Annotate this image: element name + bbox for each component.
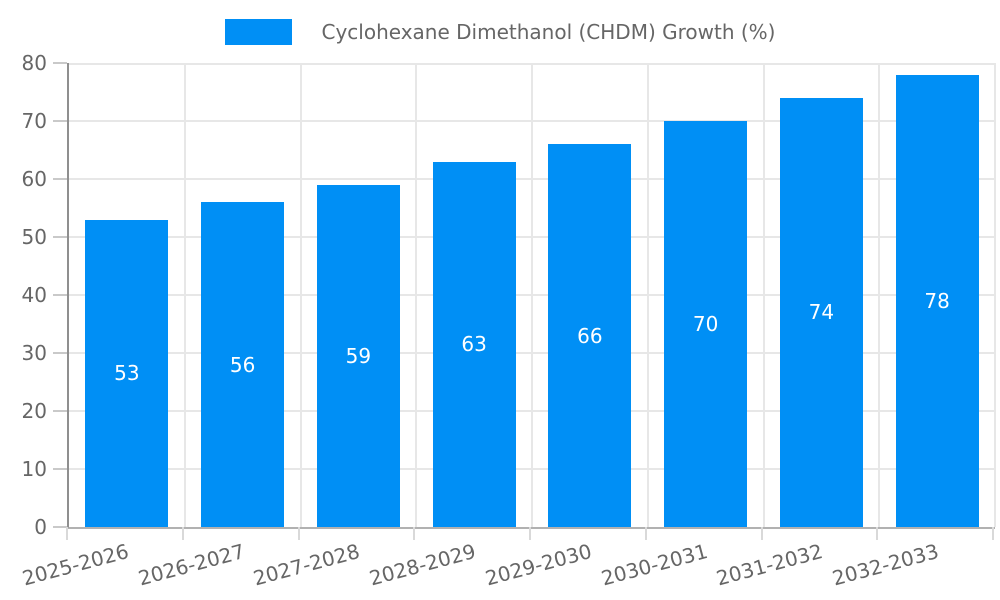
y-axis-label: 20 xyxy=(21,399,47,423)
y-axis-tick xyxy=(53,62,67,64)
x-axis-tick xyxy=(992,527,994,540)
y-axis-label: 60 xyxy=(21,167,47,191)
gridline-vertical xyxy=(994,63,996,527)
x-axis-label: 2028-2029 xyxy=(366,539,479,591)
bar-value-label: 70 xyxy=(692,312,719,336)
bar xyxy=(895,74,979,527)
bar xyxy=(664,121,748,527)
y-axis-label: 10 xyxy=(21,457,47,481)
y-axis-tick xyxy=(53,352,67,354)
bar-value-label: 74 xyxy=(808,300,835,325)
bar xyxy=(316,184,400,527)
x-axis-label: 2026-2027 xyxy=(135,539,247,591)
y-axis-tick xyxy=(53,468,67,470)
x-axis-tick xyxy=(413,527,416,540)
gridline-vertical xyxy=(531,63,533,527)
legend-label[interactable]: Cyclohexane Dimethanol (CHDM) Growth (%) xyxy=(321,20,776,44)
y-axis-tick xyxy=(53,526,67,528)
x-axis-tick xyxy=(644,527,647,540)
x-axis-tick xyxy=(181,527,184,540)
y-axis-tick xyxy=(53,178,67,180)
legend: Cyclohexane Dimethanol (CHDM) Growth (%) xyxy=(0,19,1000,45)
y-axis-label: 50 xyxy=(21,225,47,249)
gridline-vertical xyxy=(415,63,418,527)
x-axis-tick xyxy=(760,527,763,540)
bar xyxy=(85,219,169,527)
gridline-vertical xyxy=(878,63,881,527)
y-axis-label: 80 xyxy=(21,51,47,75)
bar xyxy=(432,161,516,527)
y-axis-label: 30 xyxy=(21,341,47,365)
gridline-vertical xyxy=(299,63,302,527)
bar xyxy=(779,97,863,527)
gridline-vertical xyxy=(646,63,649,527)
x-axis-tick xyxy=(529,527,531,540)
bar-value-label: 59 xyxy=(345,343,372,368)
gridline-vertical xyxy=(762,63,765,527)
x-axis-label: 2030-2031 xyxy=(598,539,710,591)
x-axis-label: 2025-2026 xyxy=(19,539,132,591)
y-axis-tick xyxy=(53,120,67,122)
bar-value-label: 78 xyxy=(924,288,950,313)
y-axis-tick xyxy=(53,236,67,238)
plot-area: 53 56 59 63 66 70 74 78 xyxy=(67,63,996,529)
bar xyxy=(201,202,285,527)
x-axis-label: 2032-2033 xyxy=(829,539,942,591)
x-axis-tick xyxy=(297,527,300,540)
bar-value-label: 63 xyxy=(461,332,487,357)
x-axis-label: 2027-2028 xyxy=(251,539,363,591)
y-axis-label: 0 xyxy=(34,515,47,539)
y-axis-label: 70 xyxy=(21,109,47,133)
x-axis-tick xyxy=(66,527,68,540)
x-axis-label: 2029-2030 xyxy=(482,539,595,591)
legend-swatch[interactable] xyxy=(224,19,292,45)
bar-value-label: 53 xyxy=(114,361,140,386)
y-axis-label: 40 xyxy=(21,283,47,307)
x-axis-label: 2031-2032 xyxy=(714,539,826,591)
gridline-vertical xyxy=(183,63,186,527)
y-axis-tick xyxy=(53,294,67,296)
y-axis-tick xyxy=(53,410,67,412)
x-axis-tick xyxy=(876,527,879,540)
bar xyxy=(548,144,632,527)
bar-value-label: 66 xyxy=(577,323,603,348)
bar-value-label: 56 xyxy=(229,352,256,377)
